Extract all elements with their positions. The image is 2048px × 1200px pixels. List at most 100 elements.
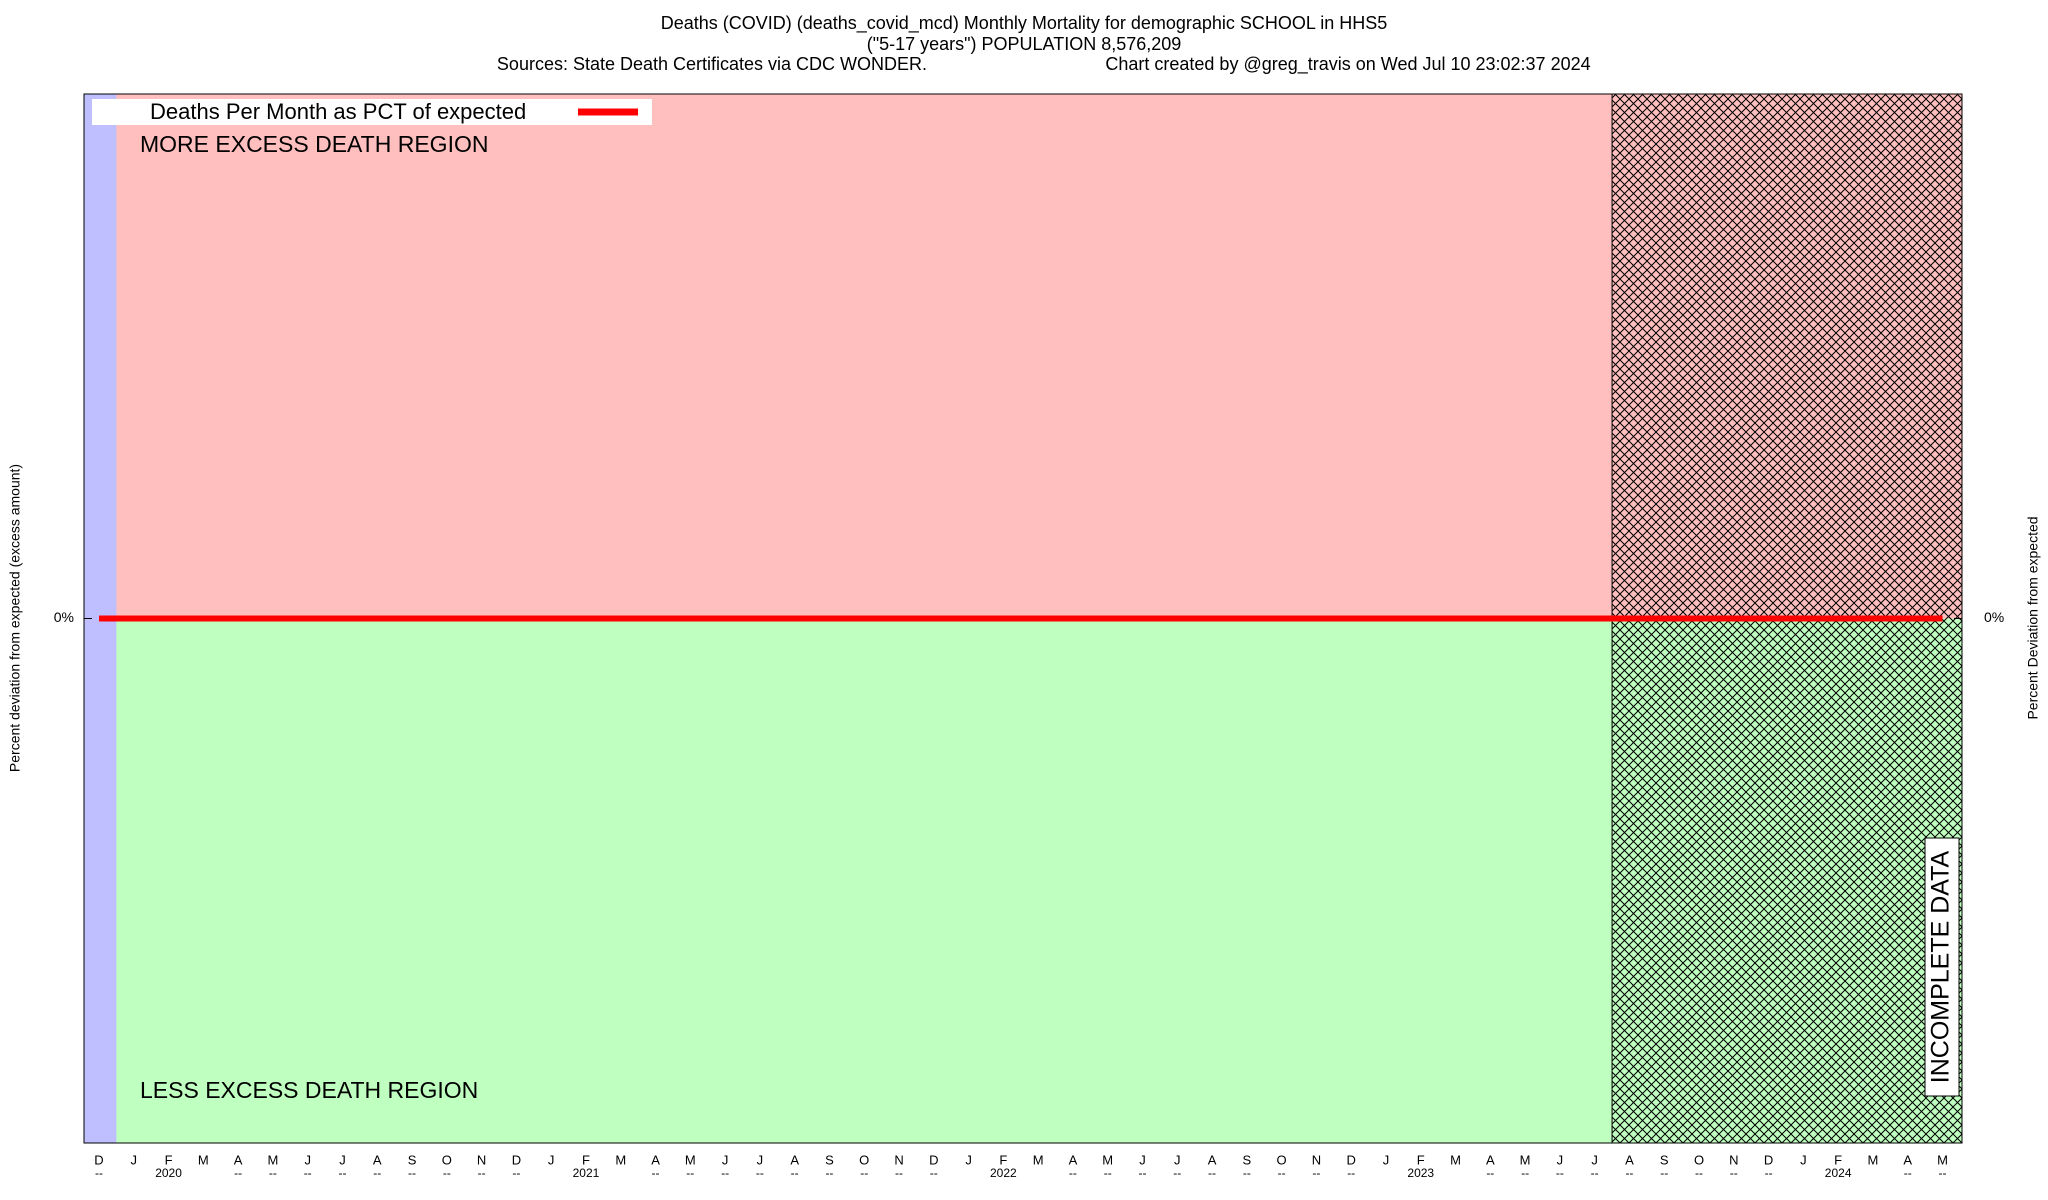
x-tick-sublabel: --: [234, 1166, 242, 1180]
x-tick-sublabel: --: [686, 1166, 694, 1180]
x-tick-sublabel: --: [269, 1166, 277, 1180]
chart-title: Deaths (COVID) (deaths_covid_mcd) Monthl…: [661, 13, 1388, 34]
x-tick-label: A: [1069, 1152, 1078, 1167]
annotation: INCOMPLETE DATA: [1927, 850, 1955, 1083]
x-tick-sublabel: --: [1939, 1166, 1947, 1180]
x-tick-label: O: [859, 1152, 869, 1167]
x-tick-label: J: [1591, 1152, 1598, 1167]
legend-label: Deaths Per Month as PCT of expected: [150, 99, 526, 124]
plot-frame: [83, 93, 1963, 1144]
x-tick-label: M: [1033, 1152, 1044, 1167]
x-tick-sublabel: --: [443, 1166, 451, 1180]
x-tick-label: M: [1520, 1152, 1531, 1167]
x-tick-label: A: [790, 1152, 799, 1167]
sources: Sources: State Death Certificates via CD…: [497, 54, 927, 74]
x-tick-sublabel: --: [825, 1166, 833, 1180]
x-tick-label: S: [1243, 1152, 1252, 1167]
x-tick-label: D: [929, 1152, 938, 1167]
x-tick-label: S: [1660, 1152, 1669, 1167]
x-tick-sublabel: --: [1104, 1166, 1112, 1180]
x-tick-label: J: [757, 1152, 764, 1167]
x-tick-sublabel: 2021: [573, 1166, 600, 1180]
x-tick-label: M: [685, 1152, 696, 1167]
x-tick-sublabel: --: [652, 1166, 660, 1180]
x-tick-label: N: [1729, 1152, 1738, 1167]
x-tick-label: O: [1277, 1152, 1287, 1167]
x-tick-label: D: [512, 1152, 521, 1167]
x-tick-label: S: [825, 1152, 834, 1167]
x-tick-sublabel: --: [756, 1166, 764, 1180]
x-tick-label: J: [1383, 1152, 1390, 1167]
x-tick-sublabel: --: [95, 1166, 103, 1180]
credit: Chart created by @greg_travis on Wed Jul…: [1105, 54, 1590, 75]
x-tick-sublabel: --: [930, 1166, 938, 1180]
x-tick-label: J: [965, 1152, 972, 1167]
x-tick-sublabel: --: [1556, 1166, 1564, 1180]
x-tick-label: M: [1450, 1152, 1461, 1167]
x-tick-sublabel: --: [791, 1166, 799, 1180]
x-tick-sublabel: --: [1069, 1166, 1077, 1180]
x-tick-label: D: [94, 1152, 103, 1167]
x-tick-label: F: [999, 1152, 1007, 1167]
x-tick-sublabel: 2022: [990, 1166, 1017, 1180]
x-tick-sublabel: --: [1278, 1166, 1286, 1180]
x-tick-sublabel: --: [1660, 1166, 1668, 1180]
x-tick-sublabel: --: [860, 1166, 868, 1180]
x-tick-sublabel: --: [1208, 1166, 1216, 1180]
x-tick-sublabel: 2024: [1825, 1166, 1852, 1180]
x-tick-label: N: [477, 1152, 486, 1167]
x-tick-sublabel: --: [1312, 1166, 1320, 1180]
x-tick-sublabel: 2020: [155, 1166, 182, 1180]
x-tick-label: J: [548, 1152, 555, 1167]
x-tick-label: F: [1417, 1152, 1425, 1167]
x-tick-label: S: [408, 1152, 417, 1167]
x-tick-label: A: [1486, 1152, 1495, 1167]
x-tick-sublabel: --: [1625, 1166, 1633, 1180]
x-tick-sublabel: --: [1765, 1166, 1773, 1180]
x-tick-sublabel: --: [1347, 1166, 1355, 1180]
x-tick-sublabel: --: [895, 1166, 903, 1180]
x-tick-label: N: [1312, 1152, 1321, 1167]
y-tick-label: 0%: [54, 609, 74, 625]
x-tick-sublabel: --: [1695, 1166, 1703, 1180]
x-tick-label: A: [1625, 1152, 1634, 1167]
x-tick-sublabel: --: [373, 1166, 381, 1180]
x-tick-sublabel: --: [338, 1166, 346, 1180]
x-tick-label: A: [651, 1152, 660, 1167]
x-tick-label: M: [198, 1152, 209, 1167]
x-tick-label: N: [894, 1152, 903, 1167]
x-tick-label: A: [234, 1152, 243, 1167]
x-tick-label: M: [1868, 1152, 1879, 1167]
annotation: MORE EXCESS DEATH REGION: [140, 131, 488, 157]
x-tick-label: O: [1694, 1152, 1704, 1167]
x-tick-label: J: [304, 1152, 311, 1167]
y2-axis-label: Percent Deviation from expected: [2025, 516, 2041, 719]
x-tick-label: M: [1102, 1152, 1113, 1167]
plot-area: [84, 94, 1962, 1143]
x-tick-sublabel: 2023: [1407, 1166, 1434, 1180]
x-tick-sublabel: --: [512, 1166, 520, 1180]
x-tick-sublabel: --: [1138, 1166, 1146, 1180]
x-tick-label: O: [442, 1152, 452, 1167]
x-tick-label: A: [373, 1152, 382, 1167]
chart-subtitle: ("5-17 years") POPULATION 8,576,209: [867, 34, 1182, 54]
x-tick-label: M: [1937, 1152, 1948, 1167]
x-tick-sublabel: --: [1486, 1166, 1494, 1180]
x-tick-label: D: [1346, 1152, 1355, 1167]
x-tick-sublabel: --: [304, 1166, 312, 1180]
x-tick-label: J: [339, 1152, 346, 1167]
x-tick-label: A: [1903, 1152, 1912, 1167]
x-tick-label: J: [1174, 1152, 1181, 1167]
x-tick-label: J: [1139, 1152, 1146, 1167]
x-tick-label: D: [1764, 1152, 1773, 1167]
x-tick-sublabel: --: [478, 1166, 486, 1180]
x-tick-sublabel: --: [1243, 1166, 1251, 1180]
x-tick-sublabel: --: [1730, 1166, 1738, 1180]
x-tick-label: J: [131, 1152, 138, 1167]
annotation: LESS EXCESS DEATH REGION: [140, 1077, 478, 1103]
y2-tick-label: 0%: [1984, 609, 2004, 625]
x-tick-label: J: [1800, 1152, 1807, 1167]
x-tick-label: J: [722, 1152, 729, 1167]
